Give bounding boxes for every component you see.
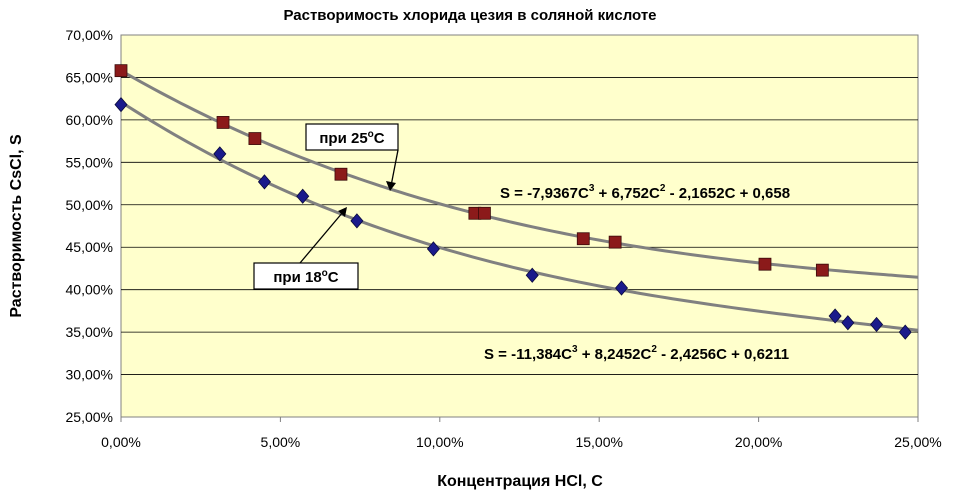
callout-25c-arrowhead [386,181,396,191]
y-tick-label: 30,00% [66,367,113,383]
y-tick-label: 65,00% [66,69,113,85]
callout-18c-arrow [299,211,344,264]
callout-18c-arrowhead [338,207,347,217]
y-axis-title: Растворимость CsCl, S [8,134,25,318]
x-tick-label: 10,00% [416,434,463,450]
x-tick-label: 15,00% [575,434,622,450]
data-point-25c [576,232,590,246]
chart-title: Растворимость хлорида цезия в соляной ки… [283,7,656,24]
y-tick-label: 35,00% [66,324,113,340]
data-point-18c [828,308,842,324]
trendline-18c [120,100,919,332]
x-tick-label: 5,00% [261,434,301,450]
data-point-18c [841,315,855,331]
data-point-25c [608,235,622,249]
y-tick-label: 40,00% [66,282,113,298]
x-tick-label: 25,00% [894,434,941,450]
data-point-18c [426,241,440,257]
callout-25c-box [305,123,399,151]
data-point-18c [213,146,227,162]
y-tick-label: 55,00% [66,154,113,170]
callout-18c-label: при 18oC [273,268,338,286]
y-tick-label: 60,00% [66,112,113,128]
data-point-25c [334,167,348,181]
y-tick-label: 25,00% [66,409,113,425]
data-point-25c [216,116,230,129]
y-tick-label: 70,00% [66,27,113,43]
data-point-25c [758,257,772,271]
data-point-18c [525,267,539,283]
data-markers [114,64,912,340]
data-point-18c [257,174,271,190]
callout-25c-label: при 25oC [319,129,384,147]
data-point-18c [898,324,912,340]
data-point-25c [248,132,262,145]
callout-25c-arrow [390,149,399,187]
y-tick-label: 45,00% [66,239,113,255]
y-tick-labels: 25,00% 30,00% 35,00% 40,00% 45,00% 50,00% 55,0… [66,27,113,425]
callout-25c: при 25oC [305,123,399,191]
data-point-18c [350,213,364,229]
y-tick-label: 50,00% [66,197,113,213]
x-tick-labels: 0,00% 5,00% 10,00% 15,00% 20,00% 25,00% [101,434,942,450]
x-tick-label: 0,00% [101,434,141,450]
data-point-18c [114,96,128,113]
plot-area [120,34,919,418]
x-axis-title: Концентрация HCl, C [437,473,603,490]
callout-18c-box [253,262,359,290]
equation-18c: S = -11,384C3 + 8,2452C2 - 2,4256C + 0,6… [484,344,789,363]
x-tick-label: 20,00% [735,434,782,450]
data-point-18c [870,316,884,333]
equation-25c: S = -7,9367C3 + 6,752C2 - 2,1652C + 0,65… [500,183,790,202]
data-point-25c [815,263,829,277]
data-point-25c [114,64,128,78]
data-point-18c [296,188,310,204]
data-point-25c [478,206,491,220]
data-point-18c [614,280,629,296]
callout-18c: при 18oC [253,207,359,290]
gridlines [120,77,919,422]
